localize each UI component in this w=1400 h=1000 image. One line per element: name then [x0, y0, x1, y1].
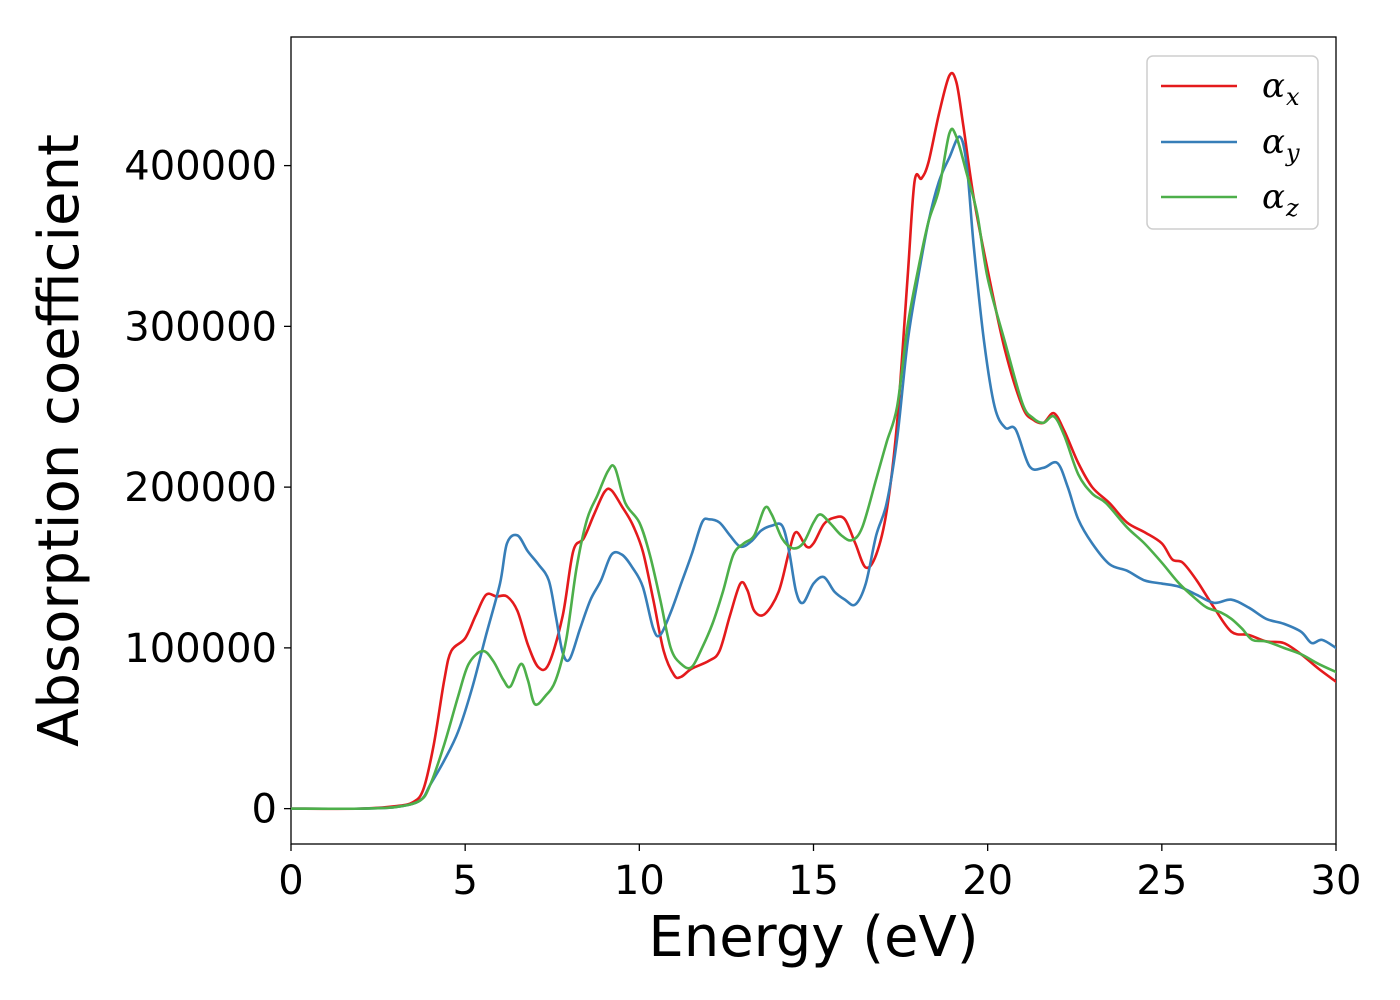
series-line-alpha-y [291, 135, 1336, 811]
x-tick-label: 20 [962, 858, 1013, 904]
series-line-alpha-z [291, 127, 1336, 811]
x-tick-label: 5 [452, 858, 477, 904]
y-tick-label: 0 [252, 787, 277, 833]
x-tick-label: 15 [788, 858, 839, 904]
x-tick-label: 30 [1311, 858, 1362, 904]
y-tick-label: 200000 [124, 465, 277, 511]
y-tick-label: 100000 [124, 626, 277, 672]
x-tick-label: 25 [1136, 858, 1187, 904]
x-axis-label: Energy (eV) [648, 905, 978, 970]
x-tick-label: 10 [614, 858, 665, 904]
y-axis-label: Absorption coefficient [27, 134, 92, 747]
series-layer [291, 71, 1336, 811]
legend-label-alpha-z: αz [1262, 177, 1299, 222]
legend-label-symbol: α [1262, 122, 1285, 162]
y-tick-label: 400000 [124, 144, 277, 190]
legend-label-symbol: α [1262, 177, 1285, 217]
legend-label-subscript: x [1286, 83, 1300, 111]
y-axis: 0 100000 200000 300000 400000 [124, 144, 291, 833]
series-line-alpha-x [291, 71, 1336, 811]
legend-label-subscript: z [1285, 194, 1299, 222]
legend-label-subscript: y [1285, 139, 1300, 167]
legend-label-alpha-y: αy [1262, 122, 1300, 167]
x-tick-label: 0 [278, 858, 303, 904]
x-axis: 0 5 10 15 20 25 30 [278, 844, 1361, 904]
legend-label-symbol: α [1262, 66, 1285, 106]
y-tick-label: 300000 [124, 304, 277, 350]
legend-label-alpha-x: αx [1262, 66, 1300, 111]
